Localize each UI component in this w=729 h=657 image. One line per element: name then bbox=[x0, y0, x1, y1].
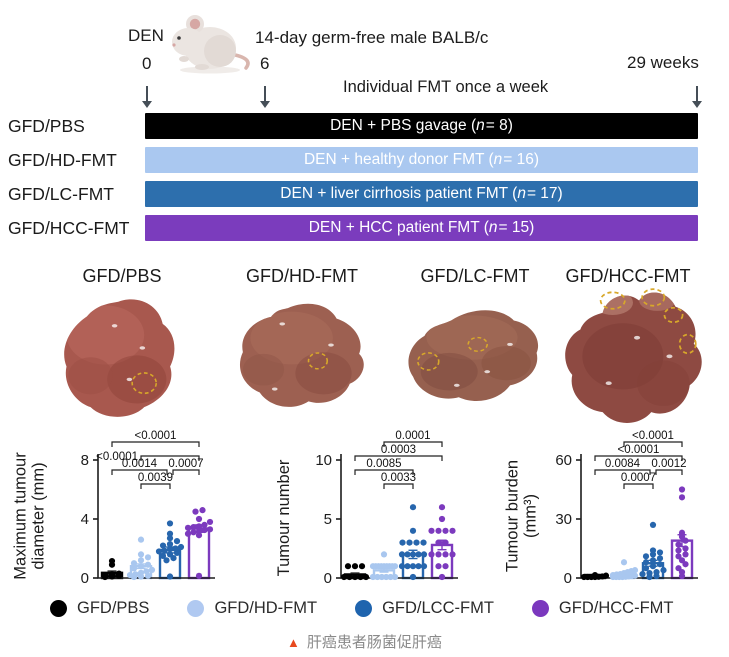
svg-text:30: 30 bbox=[555, 511, 572, 528]
y-axis-label-number: Tumour number bbox=[275, 460, 293, 577]
legend-item-lcc: GFD/LCC-FMT bbox=[355, 599, 494, 618]
legend-label: GFD/LCC-FMT bbox=[382, 599, 494, 617]
week-0-label: 0 bbox=[142, 54, 152, 73]
liver-title-lc: GFD/LC-FMT bbox=[420, 266, 530, 286]
svg-text:60: 60 bbox=[555, 452, 572, 469]
bar-caption-suffix: = 17) bbox=[526, 185, 563, 202]
bar-caption: DEN + PBS gavage ( bbox=[330, 117, 477, 134]
bar-caption-n: n bbox=[488, 219, 498, 236]
legend-dot-pbs-icon bbox=[50, 600, 67, 617]
liver-title-hcc: GFD/HCC-FMT bbox=[565, 266, 691, 286]
svg-text:10: 10 bbox=[315, 452, 332, 469]
svg-text:8: 8 bbox=[81, 452, 89, 469]
y-axis-label-line: Maximum tumour bbox=[11, 452, 30, 580]
svg-text:0.0012: 0.0012 bbox=[651, 458, 686, 470]
liver-photo-hd bbox=[239, 303, 364, 407]
bar-caption: DEN + healthy donor FMT ( bbox=[303, 151, 494, 168]
svg-text:<0.0001: <0.0001 bbox=[135, 430, 177, 442]
legend-item-hd: GFD/HD-FMT bbox=[187, 599, 317, 618]
legend-dot-hcc-icon bbox=[531, 600, 549, 617]
week-6-label: 6 bbox=[260, 54, 270, 73]
svg-text:5: 5 bbox=[324, 511, 332, 528]
legend-label: GFD/PBS bbox=[77, 599, 150, 617]
bar-caption-n: n bbox=[476, 117, 485, 134]
svg-text:0: 0 bbox=[564, 570, 572, 587]
legend-item-pbs: GFD/PBS bbox=[50, 599, 149, 618]
svg-text:<0.0001: <0.0001 bbox=[618, 444, 660, 456]
bar-caption: DEN + liver cirrhosis patient FMT ( bbox=[280, 185, 518, 202]
den-label: DEN bbox=[128, 26, 164, 45]
svg-text:0.0085: 0.0085 bbox=[366, 458, 401, 470]
liver-photo-pbs bbox=[64, 299, 175, 417]
group-bar-pbs: DEN + PBS gavage (n = 8) bbox=[145, 113, 698, 139]
y-axis-label-line: Tumour burden bbox=[503, 459, 522, 573]
bar-caption-n: n bbox=[517, 185, 526, 202]
arrow-down-week29-icon bbox=[691, 86, 703, 109]
bar-caption-suffix: = 8) bbox=[485, 117, 513, 134]
bar-caption-suffix: = 15) bbox=[498, 219, 535, 236]
liver-title-pbs: GFD/PBS bbox=[82, 266, 162, 286]
svg-text:<0.0001: <0.0001 bbox=[96, 451, 138, 463]
legend-label: GFD/HCC-FMT bbox=[558, 599, 674, 617]
y-axis-label-line: diameter (mm) bbox=[30, 462, 48, 570]
model-text: 14-day germ-free male BALB/c bbox=[255, 28, 489, 47]
group-label-lc: GFD/LC-FMT bbox=[8, 183, 114, 204]
group-row-pbs: GFD/PBS DEN + PBS gavage (n = 8) bbox=[8, 113, 698, 139]
caption-text: 肝癌患者肠菌促肝癌 bbox=[306, 634, 442, 651]
group-row-lc: GFD/LC-FMT DEN + liver cirrhosis patient… bbox=[8, 181, 698, 207]
svg-text:<0.0001: <0.0001 bbox=[632, 430, 674, 442]
group-row-hd: GFD/HD-FMT DEN + healthy donor FMT (n = … bbox=[8, 147, 698, 173]
bar-caption: DEN + HCC patient FMT ( bbox=[308, 219, 489, 236]
svg-text:0.0014: 0.0014 bbox=[122, 458, 158, 470]
svg-text:0.0007: 0.0007 bbox=[621, 472, 656, 484]
group-label-hd: GFD/HD-FMT bbox=[8, 149, 117, 170]
svg-text:0.0033: 0.0033 bbox=[381, 472, 416, 484]
fmt-note: Individual FMT once a week bbox=[343, 78, 549, 96]
svg-text:0: 0 bbox=[324, 570, 332, 587]
bar-caption-suffix: = 16) bbox=[503, 151, 540, 168]
liver-photo-hcc bbox=[565, 288, 702, 423]
svg-text:0.0003: 0.0003 bbox=[381, 444, 416, 456]
bar-caption-n: n bbox=[493, 151, 503, 168]
liver-title-hd: GFD/HD-FMT bbox=[246, 266, 358, 286]
group-label-pbs: GFD/PBS bbox=[8, 115, 85, 136]
svg-text:0: 0 bbox=[81, 570, 89, 587]
svg-text:4: 4 bbox=[81, 511, 89, 528]
svg-text:0.0084: 0.0084 bbox=[605, 458, 641, 470]
group-row-hcc: GFD/HCC-FMT DEN + HCC patient FMT (n = 1… bbox=[8, 215, 698, 241]
legend-label: GFD/HD-FMT bbox=[214, 599, 318, 617]
triangle-marker-icon: ▲ bbox=[287, 635, 300, 650]
figure-caption: ▲ 肝癌患者肠菌促肝癌 bbox=[0, 631, 729, 652]
week-29-label: 29 weeks bbox=[627, 53, 699, 72]
svg-text:0.0039: 0.0039 bbox=[138, 472, 173, 484]
legend-dot-lcc-icon bbox=[355, 600, 373, 617]
y-axis-label-line: Tumour number bbox=[274, 459, 293, 577]
group-label-hcc: GFD/HCC-FMT bbox=[8, 217, 130, 238]
group-bar-hd: DEN + healthy donor FMT (n = 16) bbox=[145, 147, 698, 173]
mouse-icon bbox=[172, 15, 250, 74]
liver-photo-lc bbox=[408, 310, 539, 402]
svg-text:0.0001: 0.0001 bbox=[395, 430, 430, 442]
chart-svg-2: 0 30 60 <0.0001 <0.0001 0.0084 0.0012 0.0007 bbox=[555, 430, 698, 587]
arrow-down-week6-icon bbox=[259, 86, 271, 109]
group-bar-lc: DEN + liver cirrhosis patient FMT (n = 1… bbox=[145, 181, 698, 207]
y-axis-label-diameter: Maximum tumour diameter (mm) bbox=[12, 452, 49, 579]
group-bar-hcc: DEN + HCC patient FMT (n = 15) bbox=[145, 215, 698, 241]
legend-dot-hd-icon bbox=[187, 600, 205, 617]
legend-item-hcc: GFD/HCC-FMT bbox=[531, 599, 674, 618]
arrow-down-week0-icon bbox=[141, 86, 153, 109]
chart-svg-1: 0 5 10 0.0001 0.0003 0.0085 0.0033 bbox=[315, 430, 458, 587]
legend: GFD/PBS GFD/HD-FMT GFD/LCC-FMT GFD/HCC-F… bbox=[50, 599, 673, 618]
svg-text:0.0007: 0.0007 bbox=[168, 458, 203, 470]
